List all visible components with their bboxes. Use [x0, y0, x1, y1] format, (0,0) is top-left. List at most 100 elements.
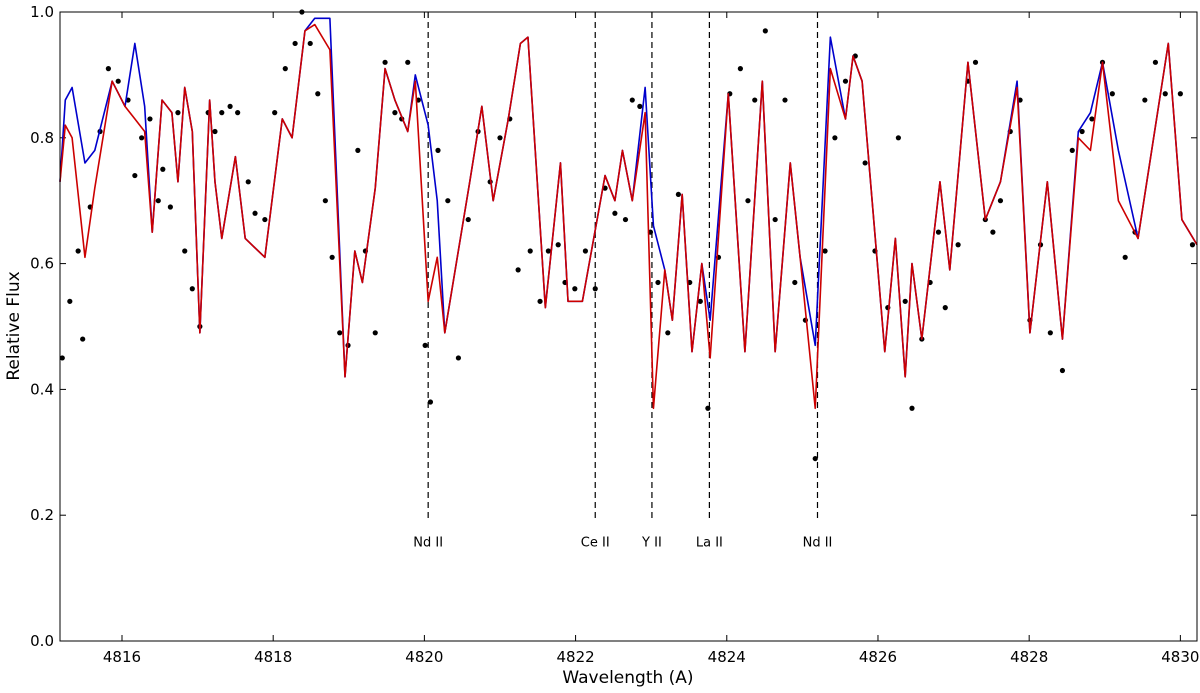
- data-point: [355, 147, 361, 153]
- x-tick-label: 4820: [405, 648, 443, 666]
- x-tick-label: 4828: [1010, 648, 1048, 666]
- annotation-label: La II: [696, 536, 723, 551]
- data-point: [372, 330, 378, 336]
- data-point: [139, 135, 145, 141]
- data-point: [629, 97, 635, 103]
- data-point: [235, 110, 241, 116]
- data-point: [175, 110, 181, 116]
- annotation-label: Ce II: [581, 536, 610, 551]
- model-line: [59, 23, 1198, 410]
- y-tick-label: 0.0: [30, 632, 54, 650]
- data-point: [189, 286, 195, 292]
- x-tick-label: 4822: [556, 648, 594, 666]
- model-line: [59, 17, 1198, 378]
- data-point: [315, 91, 321, 97]
- data-point: [392, 110, 398, 116]
- annotation-label: Y II: [641, 536, 662, 551]
- data-point: [842, 78, 849, 84]
- data-point: [1177, 91, 1183, 97]
- data-point: [322, 198, 328, 204]
- y-tick-label: 0.2: [30, 506, 54, 524]
- data-point: [435, 147, 441, 153]
- x-axis-label: Wavelength (A): [562, 668, 693, 688]
- data-point: [537, 298, 543, 304]
- data-point: [167, 204, 173, 210]
- data-point: [422, 342, 428, 348]
- annotation-label: Nd II: [413, 536, 443, 551]
- y-tick-label: 0.6: [30, 255, 54, 273]
- data-point: [1122, 254, 1128, 260]
- data-point: [147, 116, 153, 122]
- data-point: [782, 97, 788, 103]
- data-point: [80, 336, 86, 342]
- data-point: [292, 40, 298, 47]
- data-point: [935, 229, 942, 235]
- data-point: [612, 210, 618, 216]
- data-point: [762, 28, 768, 34]
- data-point: [637, 103, 643, 109]
- data-point: [75, 248, 81, 254]
- data-point: [282, 66, 288, 72]
- data-point: [1189, 242, 1196, 248]
- x-tick-label: 4816: [103, 648, 141, 666]
- data-point: [592, 286, 598, 292]
- data-point: [1079, 128, 1085, 135]
- data-point: [115, 78, 121, 84]
- data-point: [59, 355, 65, 361]
- data-point: [160, 166, 166, 172]
- x-tick-label: 4818: [254, 648, 292, 666]
- data-point: [262, 216, 268, 223]
- data-point: [1109, 91, 1115, 97]
- data-point: [545, 248, 551, 254]
- x-tick-label: 4826: [859, 648, 897, 666]
- data-point: [1162, 91, 1168, 97]
- data-point: [405, 59, 411, 65]
- data-point: [1069, 147, 1075, 153]
- data-point: [745, 198, 751, 204]
- data-point: [997, 198, 1004, 204]
- data-point: [155, 198, 161, 204]
- data-point: [212, 128, 218, 135]
- data-point: [382, 59, 388, 65]
- plot-frame: [59, 11, 1198, 642]
- data-point: [132, 172, 138, 179]
- annotation-label: Nd II: [803, 536, 833, 551]
- data-point: [942, 305, 948, 311]
- data-point: [252, 210, 258, 216]
- data-point: [705, 405, 711, 411]
- data-point: [737, 66, 743, 72]
- data-point: [990, 229, 996, 235]
- data-point: [465, 216, 471, 223]
- data-point: [895, 135, 901, 141]
- data-point: [555, 242, 561, 248]
- y-tick-label: 0.8: [30, 129, 54, 147]
- data-point: [272, 110, 278, 116]
- data-point: [1142, 97, 1148, 103]
- data-point: [572, 286, 578, 292]
- x-tick-label: 4830: [1161, 648, 1199, 666]
- y-axis-label: Relative Flux: [4, 271, 24, 380]
- data-point: [582, 248, 589, 254]
- data-point: [792, 279, 798, 286]
- data-point: [219, 110, 225, 116]
- data-point: [675, 191, 681, 198]
- x-tick-label: 4824: [708, 648, 746, 666]
- data-point: [862, 160, 868, 166]
- data-point: [655, 279, 661, 286]
- data-point: [329, 254, 335, 260]
- data-point: [307, 40, 313, 47]
- data-point: [1059, 367, 1066, 374]
- y-tick-label: 0.4: [30, 380, 54, 398]
- data-point: [227, 103, 233, 109]
- data-point: [427, 399, 434, 405]
- data-point: [832, 135, 838, 141]
- data-point: [909, 405, 915, 411]
- data-point: [527, 248, 533, 254]
- data-point: [822, 248, 828, 254]
- data-point: [752, 97, 758, 103]
- data-point: [445, 198, 451, 204]
- data-point: [955, 242, 961, 248]
- data-point: [245, 179, 251, 185]
- data-point: [1047, 330, 1053, 336]
